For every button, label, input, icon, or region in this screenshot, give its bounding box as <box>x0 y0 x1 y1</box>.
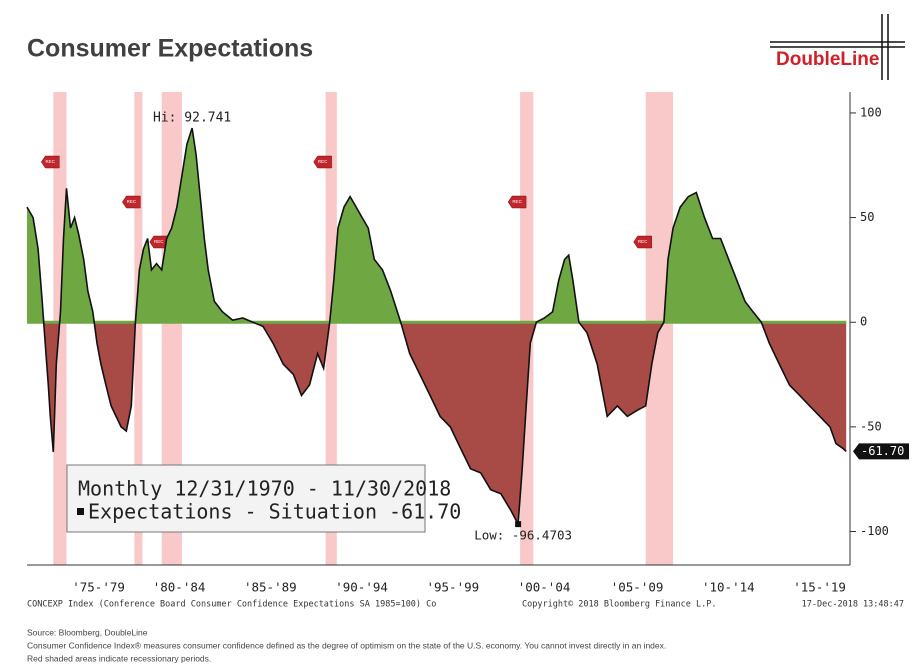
rec-flag-label: REC <box>154 239 164 244</box>
footer: 17-Dec-2018 13:48:47 <box>802 600 904 610</box>
rec-flag <box>313 155 332 169</box>
y-tick-label: 100 <box>860 105 882 119</box>
y-tick-label: 50 <box>860 210 874 224</box>
rec-flag-label: REC <box>127 199 137 204</box>
rec-flag-label: REC <box>512 199 522 204</box>
area-positive <box>27 128 847 324</box>
legend-swatch <box>77 508 84 515</box>
x-tick-label: '05-'09 <box>611 580 664 595</box>
recession-band <box>134 92 143 565</box>
rec-flag <box>149 235 168 249</box>
last-value-box <box>853 443 909 460</box>
note: Red shaded areas indicate recessionary p… <box>27 653 211 663</box>
x-tick-label: '90-'94 <box>335 580 388 595</box>
x-tick-label: '80-'84 <box>153 580 206 595</box>
rec-flag-label: REC <box>638 239 648 244</box>
logo-text: DoubleLine <box>776 49 879 70</box>
x-tick-label: '00-'04 <box>518 580 571 595</box>
y-tick-label: -100 <box>860 524 889 538</box>
legend: Monthly 12/31/1970 - 11/30/2018 Expectat… <box>66 464 461 533</box>
note: Source: Bloomberg, DoubleLine <box>27 627 148 637</box>
y-tick-label: 0 <box>860 315 867 329</box>
x-tick-label: '10-'14 <box>702 580 755 595</box>
rec-flag <box>507 195 527 209</box>
footer: Copyright© 2018 Bloomberg Finance L.P. <box>522 600 716 610</box>
last-value-label: -61.70 <box>861 444 904 458</box>
x-tick-label: '85-'89 <box>244 580 297 595</box>
rec-flag-label: REC <box>318 159 328 164</box>
legend-box <box>66 464 426 533</box>
logo: DoubleLine <box>770 14 905 80</box>
chart-title: Consumer Expectations <box>27 35 313 63</box>
x-tick-label: '95-'99 <box>426 580 479 595</box>
legend-line: Monthly 12/31/1970 - 11/30/2018 <box>78 477 451 501</box>
rec-flag <box>40 155 60 169</box>
footer: CONCEXP Index (Conference Board Consumer… <box>27 600 436 610</box>
rec-flag-label: REC <box>46 159 56 164</box>
y-tick-label: -50 <box>860 419 882 433</box>
annotation-low: Low: -96.4703 <box>474 528 572 543</box>
rec-flag <box>633 235 652 249</box>
rec-flag <box>122 195 141 209</box>
x-tick-label: '15-'19 <box>793 580 846 595</box>
annotation-high: Hi: 92.741 <box>153 111 231 126</box>
line <box>26 127 847 527</box>
area-negative <box>43 323 847 525</box>
note: Consumer Confidence Index® measures cons… <box>27 640 666 650</box>
legend-line: Expectations - Situation -61.70 <box>88 500 461 524</box>
x-tick-label: '75-'79 <box>72 580 125 595</box>
low-point <box>515 521 522 528</box>
recession-band <box>325 92 337 565</box>
